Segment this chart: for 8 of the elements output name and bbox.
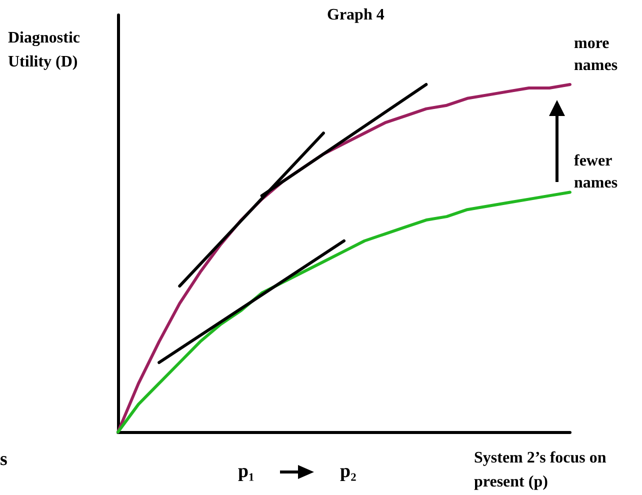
chart-title: Graph 4 [327,6,384,24]
text: p₂ [340,461,357,482]
x-axis-title: System 2’s focus on present (p) [474,450,610,490]
y-axis-title: Diagnostic Utility (D) [8,30,84,70]
text: p₁ [238,461,254,482]
series-label: more names [574,35,618,74]
series-label: fewer names [574,152,618,192]
text: s [0,449,8,470]
